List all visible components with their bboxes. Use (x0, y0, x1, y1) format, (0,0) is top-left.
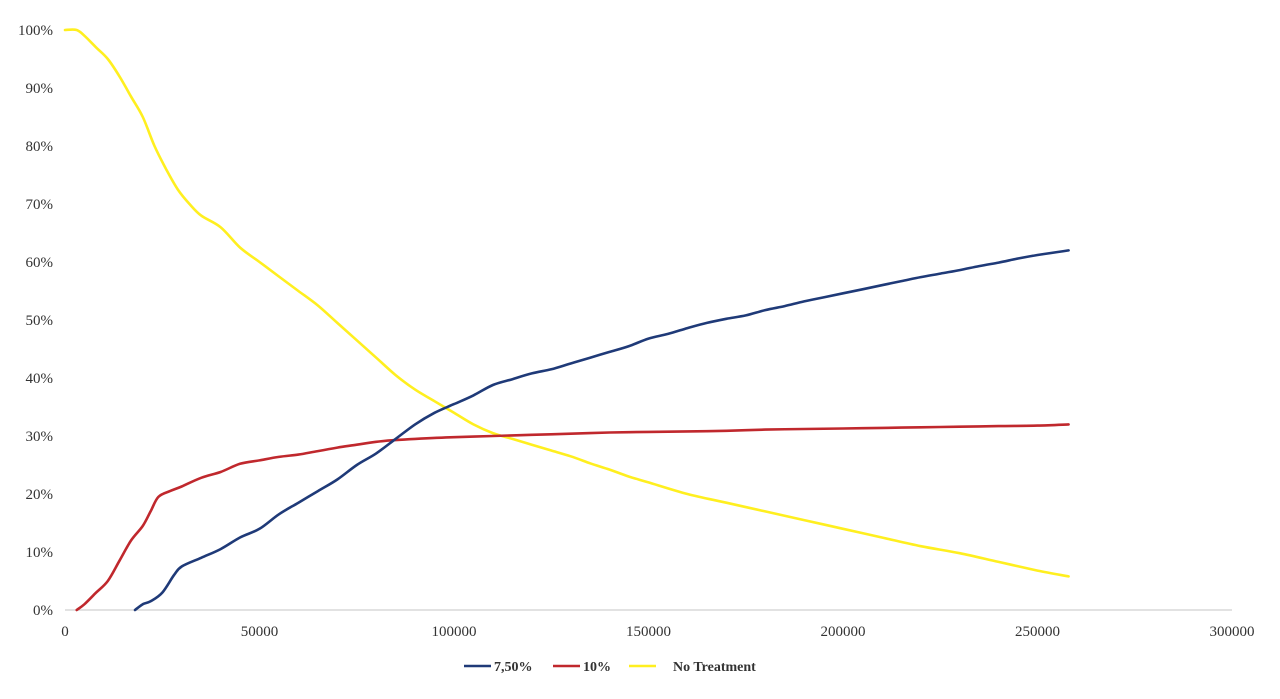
y-tick-label: 40% (26, 371, 54, 387)
y-tick-label: 70% (26, 197, 54, 213)
x-tick-label: 250000 (1015, 624, 1060, 640)
legend-label: 7,50% (494, 660, 533, 675)
series-line-10 (75, 423, 1070, 612)
y-tick-label: 50% (26, 313, 54, 329)
legend: 7,50% 10% No Treatment (464, 660, 756, 675)
y-tick-label: 90% (26, 81, 54, 97)
legend-label: No Treatment (673, 660, 756, 675)
y-tick-label: 10% (26, 545, 54, 561)
y-tick-label: 30% (26, 429, 54, 445)
series-line-no-treatment (63, 28, 1070, 578)
x-tick-label: 200000 (821, 624, 866, 640)
y-tick-label: 20% (26, 487, 54, 503)
y-tick-label: 80% (26, 139, 54, 155)
x-tick-label: 100000 (432, 624, 477, 640)
x-axis-tick-labels: 0 50000 100000 150000 200000 250000 300000 (61, 624, 1254, 640)
y-tick-label: 60% (26, 255, 54, 271)
x-tick-label: 50000 (241, 624, 279, 640)
x-tick-label: 0 (61, 624, 69, 640)
x-tick-label: 300000 (1210, 624, 1255, 640)
legend-label: 10% (583, 660, 611, 675)
x-tick-label: 150000 (626, 624, 671, 640)
y-tick-label: 100% (18, 23, 53, 39)
y-axis-tick-labels: 0% 10% 20% 30% 40% 50% 60% 70% 80% 90% 100% (18, 23, 53, 619)
y-tick-label: 0% (33, 603, 53, 619)
series-lines (63, 28, 1070, 612)
series-line-7-50 (133, 249, 1070, 612)
